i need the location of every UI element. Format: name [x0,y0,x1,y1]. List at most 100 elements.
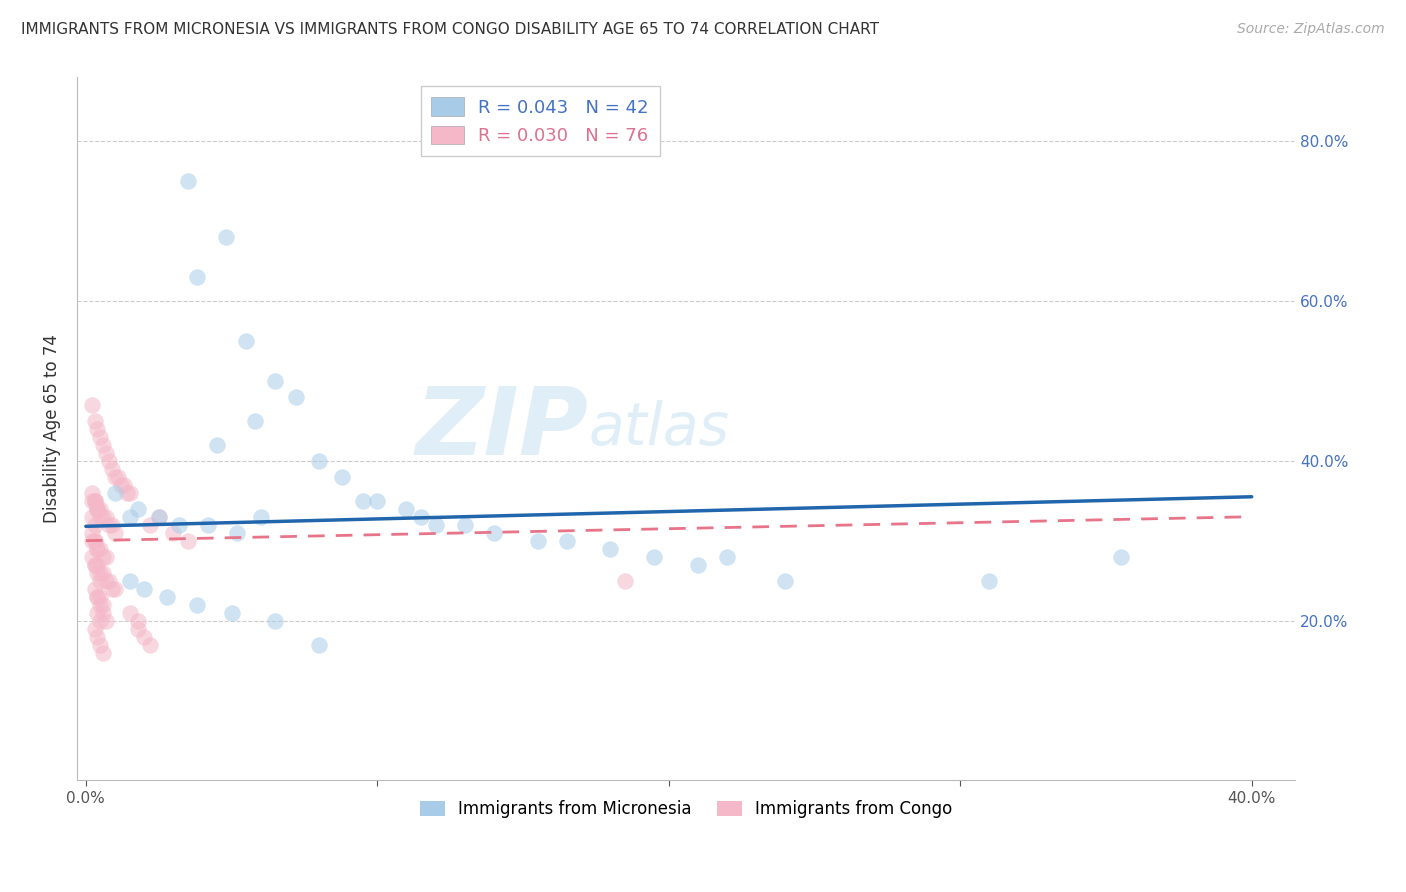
Point [284,390,307,404]
Point [86,501,108,516]
Point [264,614,287,628]
Point [86,541,108,556]
Legend: Immigrants from Micronesia, Immigrants from Congo: Immigrants from Micronesia, Immigrants f… [413,793,959,825]
Point [98,574,121,588]
Point [80,533,103,548]
Point [482,525,505,540]
Point [308,638,330,652]
Point [177,174,200,188]
Point [91,606,114,620]
Point [454,517,477,532]
Point [118,606,141,620]
Point [686,558,709,572]
Point [134,582,156,596]
Point [83,414,105,428]
Point [83,558,105,572]
Point [118,485,141,500]
Point [91,566,114,580]
Point [156,590,179,604]
Point [643,549,665,564]
Point [89,598,111,612]
Point [107,470,129,484]
Point [83,493,105,508]
Point [80,485,103,500]
Point [89,590,111,604]
Point [86,422,108,436]
Point [86,501,108,516]
Point [83,622,105,636]
Point [197,517,219,532]
Point [614,574,637,588]
Point [104,470,127,484]
Point [86,501,108,516]
Point [91,646,114,660]
Point [80,493,103,508]
Point [395,501,418,516]
Point [118,509,141,524]
Point [89,541,111,556]
Point [127,614,149,628]
Point [177,533,200,548]
Point [716,549,738,564]
Text: ZIP: ZIP [416,383,589,475]
Point [83,533,105,548]
Point [555,533,578,548]
Point [352,493,374,508]
Point [86,541,108,556]
Point [112,477,135,491]
Point [221,606,243,620]
Point [91,549,114,564]
Point [409,509,432,524]
Point [83,533,105,548]
Point [148,509,170,524]
Point [366,493,388,508]
Point [89,566,111,580]
Text: Source: ZipAtlas.com: Source: ZipAtlas.com [1237,22,1385,37]
Point [139,517,162,532]
Point [186,270,208,285]
Point [308,454,330,468]
Point [979,574,1001,588]
Point [249,509,271,524]
Point [83,582,105,596]
Point [134,630,156,644]
Text: IMMIGRANTS FROM MICRONESIA VS IMMIGRANTS FROM CONGO DISABILITY AGE 65 TO 74 CORR: IMMIGRANTS FROM MICRONESIA VS IMMIGRANTS… [21,22,879,37]
Point [86,606,108,620]
Point [101,517,124,532]
Point [101,462,124,476]
Point [89,501,111,516]
Point [83,493,105,508]
Point [96,509,118,524]
Point [80,525,103,540]
Text: atlas: atlas [589,401,730,458]
Point [86,590,108,604]
Point [186,598,208,612]
Point [96,446,118,460]
Point [104,582,127,596]
Point [118,574,141,588]
Point [91,509,114,524]
Point [162,525,184,540]
Point [96,614,118,628]
Point [96,549,118,564]
Point [89,638,111,652]
Point [86,630,108,644]
Point [91,598,114,612]
Point [215,230,238,244]
Point [104,485,127,500]
Point [226,525,249,540]
Point [86,558,108,572]
Point [1109,549,1132,564]
Point [80,398,103,412]
Point [526,533,548,548]
Point [101,582,124,596]
Point [80,509,103,524]
Point [86,590,108,604]
Point [167,517,190,532]
Point [96,574,118,588]
Point [89,574,111,588]
Point [98,517,121,532]
Point [205,438,228,452]
Point [80,549,103,564]
Point [127,622,149,636]
